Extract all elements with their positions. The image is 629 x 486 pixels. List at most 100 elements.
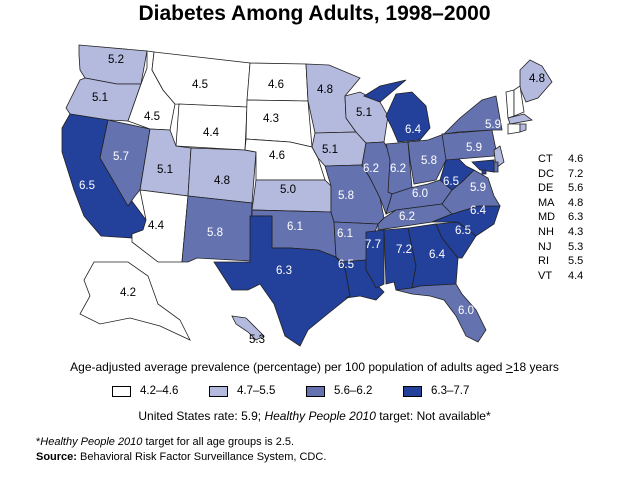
small-state-value: 7.2: [568, 167, 584, 180]
state-label-wi: 5.1: [356, 107, 372, 119]
state-nm: [181, 195, 253, 263]
small-state-abbr: RI: [538, 255, 549, 268]
map-title: Diabetes Among Adults, 1998–2000: [138, 2, 491, 25]
legend-swatch: [306, 385, 325, 397]
small-state-row: RI 5.5: [538, 254, 583, 269]
state-ia: [311, 131, 367, 167]
state-ma: [507, 113, 533, 125]
state-label-ca: 6.5: [79, 180, 95, 192]
footnote-hp-label: Healthy People 2010: [40, 436, 143, 448]
state-vt: [505, 89, 515, 119]
us-rate-prefix: United States rate: 5.9;: [138, 409, 265, 423]
caption-ge-symbol: >: [505, 360, 513, 374]
legend-label: 4.7–5.5: [237, 385, 276, 397]
state-label-fl: 6.0: [458, 305, 474, 317]
state-label-id: 4.5: [144, 111, 160, 123]
state-label-ne: 4.6: [269, 150, 285, 162]
small-state-value: 4.8: [568, 196, 584, 209]
small-state-row: MA 4.8: [538, 196, 583, 211]
state-label-or: 5.1: [92, 92, 108, 104]
state-label-nm: 5.8: [207, 227, 223, 239]
state-label-ok: 6.1: [287, 221, 303, 233]
legend-caption: Age-adjusted average prevalence (percent…: [0, 360, 629, 374]
legend-swatch: [209, 385, 228, 397]
legend-swatch: [403, 385, 422, 397]
state-label-mi: 6.4: [405, 124, 422, 136]
state-label-la: 6.5: [338, 259, 354, 271]
state-label-ks: 5.0: [280, 184, 296, 196]
small-state-row: MD 6.3: [538, 210, 583, 225]
state-label-ky: 6.0: [412, 188, 428, 200]
small-state-value: 5.3: [568, 240, 584, 253]
small-state-abbr: DE: [538, 182, 554, 195]
source-text: Behavioral Risk Factor Surveillance Syst…: [76, 451, 327, 463]
footnote-hp-rest: target for all age groups is 2.5.: [142, 436, 295, 448]
state-label-ut: 5.1: [157, 164, 173, 176]
state-oh: [407, 133, 447, 185]
state-label-mn: 4.8: [317, 84, 333, 96]
state-tx: [213, 215, 351, 347]
us-rate-line: United States rate: 5.9; Healthy People …: [0, 409, 629, 423]
small-states-table: CT 4.6 DC 7.2 DE 5.6 MA 4.8 MD 6.3 NH 4.3 NJ 5.3 RI 5.5…: [538, 152, 583, 283]
state-label-ms: 7.7: [365, 239, 381, 251]
state-label-sd: 4.3: [263, 113, 279, 125]
us-rate-hp-label: Healthy People 2010: [264, 409, 376, 423]
small-state-row: VT 4.4: [538, 269, 583, 284]
legend-swatch: [112, 385, 131, 397]
state-dc: [481, 169, 487, 175]
state-label-tx: 6.3: [276, 265, 292, 277]
state-label-nd: 4.6: [268, 79, 284, 91]
state-label-nc: 6.4: [470, 205, 487, 217]
small-state-row: CT 4.6: [538, 152, 583, 167]
small-state-abbr: MD: [538, 211, 556, 224]
state-la: [335, 256, 385, 301]
state-label-il: 6.2: [363, 163, 379, 175]
caption-text: Age-adjusted average prevalence (percent…: [70, 360, 506, 374]
legend-item: 5.6–6.2: [306, 385, 403, 397]
legend-label: 4.2–4.6: [140, 385, 179, 397]
caption-rest: 18 years: [512, 360, 559, 374]
state-label-mt: 4.5: [192, 79, 208, 91]
small-state-value: 5.6: [568, 182, 584, 195]
legend: 4.2–4.6 4.7–5.5 5.6–6.2 6.3–7.7: [112, 385, 500, 397]
state-nh: [513, 85, 525, 117]
small-state-row: DC 7.2: [538, 167, 583, 182]
small-state-value: 4.3: [568, 225, 584, 238]
small-state-abbr: NH: [538, 225, 554, 238]
state-ak: [79, 261, 191, 341]
small-state-abbr: NJ: [538, 240, 552, 253]
footnote-star: *: [36, 436, 41, 448]
state-label-co: 4.8: [214, 175, 230, 187]
small-state-abbr: VT: [538, 269, 553, 282]
state-md: [471, 159, 495, 173]
state-ct: [507, 123, 521, 135]
state-mi: [363, 79, 431, 143]
small-state-value: 4.4: [568, 269, 584, 282]
state-fl: [395, 283, 487, 343]
state-label-sc: 6.5: [455, 225, 471, 237]
state-ri: [519, 123, 527, 133]
legend-label: 5.6–6.2: [334, 385, 373, 397]
state-label-wa: 5.2: [108, 54, 124, 66]
state-label-mo: 5.8: [338, 190, 354, 202]
state-label-ak: 4.2: [120, 287, 136, 299]
source-label: Source:: [36, 451, 77, 463]
legend-label: 6.3–7.7: [431, 385, 470, 397]
state-label-az: 4.4: [148, 220, 165, 232]
small-state-abbr: DC: [538, 167, 554, 180]
state-label-ga: 6.4: [429, 249, 446, 261]
state-label-va: 5.9: [470, 182, 486, 194]
state-label-pa: 5.9: [466, 142, 482, 154]
footnote: *Healthy People 2010 target for all age …: [36, 435, 326, 465]
state-label-nv: 5.7: [113, 151, 129, 163]
legend-item: 4.2–4.6: [112, 385, 209, 397]
legend-item: 6.3–7.7: [403, 385, 500, 397]
small-state-value: 5.5: [568, 255, 584, 268]
small-state-value: 4.6: [568, 153, 584, 165]
small-state-value: 6.3: [568, 211, 584, 224]
us-rate-suffix: target: Not available*: [375, 409, 491, 423]
footnote-source: Source: Behavioral Risk Factor Surveilla…: [36, 450, 326, 465]
state-label-al: 7.2: [396, 244, 412, 256]
state-label-hi: 5.3: [249, 334, 265, 346]
